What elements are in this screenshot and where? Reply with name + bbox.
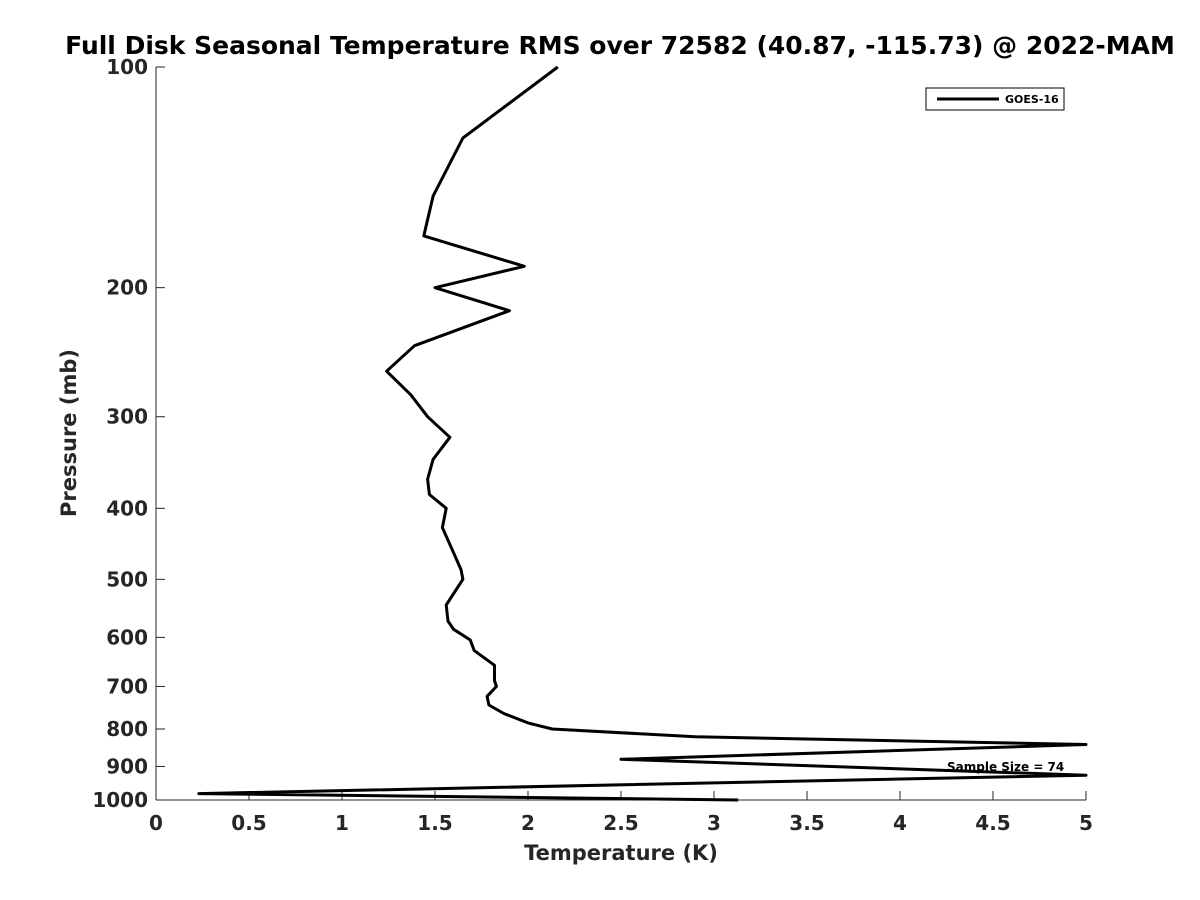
x-axis-ticks: 0 0.5 1 1.5 2 2.5 3 3.5 4 4.5 5 [149,791,1093,835]
y-axis-ticks: 100 200 300 400 500 600 700 800 900 1000 [92,55,165,812]
y-tick-label: 100 [106,55,148,79]
x-tick-label: 3.5 [789,811,824,835]
y-tick-label: 800 [106,717,148,741]
x-tick-label: 0 [149,811,163,835]
x-tick-label: 2 [521,811,535,835]
x-tick-label: 1.5 [417,811,452,835]
y-tick-label: 1000 [92,788,148,812]
chart-title: Full Disk Seasonal Temperature RMS over … [65,31,1175,60]
y-tick-label: 600 [106,625,148,649]
x-axis-label: Temperature (K) [524,841,718,865]
series-line-goes-16 [197,65,1088,802]
x-tick-label: 4 [893,811,907,835]
y-tick-label: 400 [106,496,148,520]
legend-label-goes-16: GOES-16 [1005,93,1059,106]
y-tick-label: 200 [106,276,148,300]
y-tick-label: 300 [106,405,148,429]
x-tick-label: 5 [1079,811,1093,835]
y-tick-label: 500 [106,567,148,591]
plot-area [156,67,1086,800]
x-tick-label: 3 [707,811,721,835]
x-tick-label: 0.5 [231,811,266,835]
y-axis-label: Pressure (mb) [57,349,81,517]
x-tick-label: 4.5 [975,811,1010,835]
series-group [197,65,1088,802]
x-tick-label: 1 [335,811,349,835]
sample-size-annotation: Sample Size = 74 [947,760,1064,774]
y-tick-label: 900 [106,754,148,778]
legend: GOES-16 [925,87,1065,111]
x-tick-label: 2.5 [603,811,638,835]
y-tick-label: 700 [106,674,148,698]
